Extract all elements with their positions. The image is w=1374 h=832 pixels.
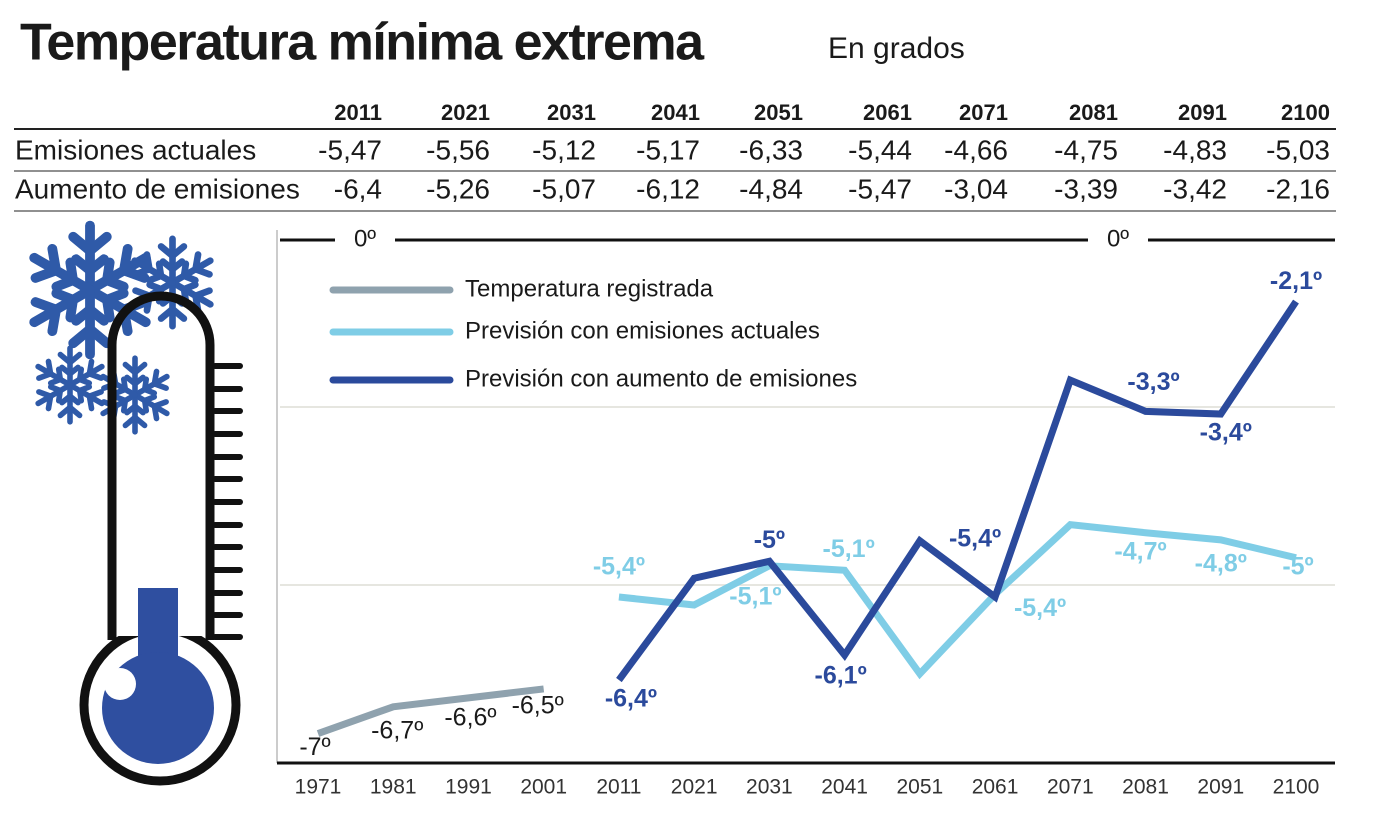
data-label: -4,7º — [1114, 537, 1166, 565]
table-cell: -4,83 — [1163, 134, 1227, 165]
legend-label: Previsión con aumento de emisiones — [465, 365, 857, 392]
x-tick-label: 2091 — [1197, 776, 1244, 799]
row-label: Aumento de emisiones — [15, 173, 300, 204]
x-tick-label: 2011 — [596, 776, 641, 799]
data-label: -3,4º — [1200, 419, 1252, 447]
table-cell: -2,16 — [1266, 173, 1330, 204]
table-cell: -3,39 — [1054, 173, 1118, 204]
table-header: 2100 — [1281, 100, 1330, 125]
x-tick-label: 1971 — [295, 776, 342, 799]
thermometer-illustration — [26, 226, 243, 786]
data-label: -2,1º — [1270, 267, 1322, 295]
data-label: -6,6º — [444, 703, 496, 731]
table-cell: -4,75 — [1054, 134, 1118, 165]
table-cell: -5,07 — [532, 173, 596, 204]
table-cell: -4,66 — [944, 134, 1008, 165]
table-cell: -3,04 — [944, 173, 1008, 204]
data-label: -5,4º — [1014, 594, 1066, 622]
data-label: -6,5º — [512, 692, 564, 720]
data-label: -5,4º — [593, 553, 645, 581]
table-cell: -6,33 — [739, 134, 803, 165]
series-line — [316, 685, 545, 737]
table-cell: -5,47 — [318, 134, 382, 165]
data-label: -3,3º — [1127, 368, 1179, 396]
table-header: 2081 — [1069, 100, 1118, 125]
table-cell: -5,12 — [532, 134, 596, 165]
legend-label: Temperatura registrada — [465, 275, 714, 302]
table-header: 2071 — [959, 100, 1008, 125]
x-tick-label: 2081 — [1122, 776, 1169, 799]
axis-break-label: 0º — [1107, 225, 1129, 252]
x-tick-label: 1981 — [370, 776, 417, 799]
table-header: 2041 — [651, 100, 700, 125]
table-cell: -5,47 — [848, 173, 912, 204]
x-tick-label: 2051 — [896, 776, 943, 799]
row-label: Emisiones actuales — [15, 134, 256, 165]
table: 2011 2021 2031 2041 2051 2061 2071 2081 2091 2100… — [15, 100, 1330, 205]
subtitle: En grados — [828, 32, 965, 65]
legend-label: Previsión con emisiones actuales — [465, 317, 820, 344]
x-tick-label: 2061 — [972, 776, 1019, 799]
x-tick-label: 2021 — [671, 776, 718, 799]
table-header: 2031 — [547, 100, 596, 125]
table-cell: -5,17 — [636, 134, 700, 165]
data-label: -4,8º — [1195, 549, 1247, 577]
data-label: -6,1º — [815, 662, 867, 690]
table-cell: -6,12 — [636, 173, 700, 204]
x-tick-label: 2100 — [1273, 776, 1320, 799]
table-cell: -4,84 — [739, 173, 803, 204]
table-header: 2091 — [1178, 100, 1227, 125]
x-tick-label: 2001 — [520, 776, 567, 799]
table-cell: -5,03 — [1266, 134, 1330, 165]
x-tick-label: 2031 — [746, 776, 793, 799]
x-tick-label: 1991 — [445, 776, 492, 799]
table-header: 2051 — [754, 100, 803, 125]
table-header: 2011 — [334, 100, 382, 125]
data-label: -6,4º — [605, 685, 657, 713]
plot: 1971 1981 1991 2001 2011 2021 2031 2041 2051 2061… — [295, 267, 1322, 798]
data-label: -7º — [299, 733, 330, 761]
table-header: 2021 — [441, 100, 490, 125]
table-cell: -5,44 — [848, 134, 912, 165]
table-header: 2061 — [863, 100, 912, 125]
data-label: -5,4º — [949, 525, 1001, 553]
data-label: -5º — [754, 526, 785, 554]
data-label: -5º — [1282, 552, 1313, 580]
title: Temperatura mínima extrema — [20, 14, 705, 72]
table-cell: -5,56 — [426, 134, 490, 165]
axis-break-label: 0º — [354, 225, 376, 252]
x-tick-label: 2071 — [1047, 776, 1094, 799]
x-tick-label: 2041 — [821, 776, 868, 799]
data-label: -6,7º — [371, 716, 423, 744]
table-cell: -5,26 — [426, 173, 490, 204]
series-line — [618, 521, 1297, 680]
table-cell: -6,4 — [334, 173, 382, 204]
table-cell: -3,42 — [1163, 173, 1227, 204]
data-label: -5,1º — [729, 582, 781, 610]
data-label: -5,1º — [823, 535, 875, 563]
series-line — [616, 299, 1299, 683]
